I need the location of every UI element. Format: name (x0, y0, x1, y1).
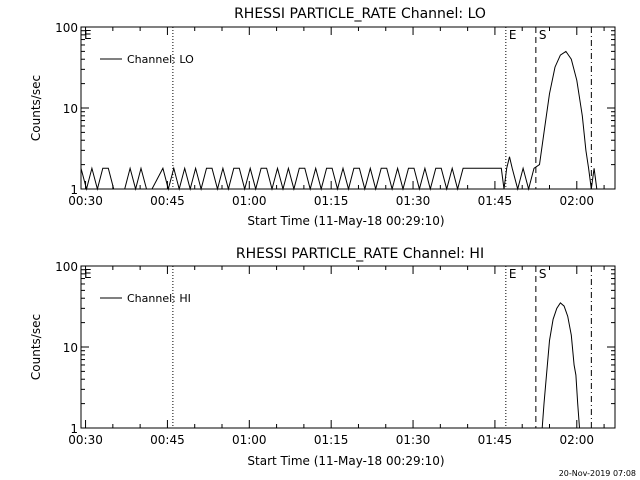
axis-ticks: 00:30 00:45 01:00 01:15 01:30 01:45 02:00 1 10 10… (55, 260, 615, 447)
marker-label: E (509, 28, 517, 42)
axis-ticks: 00:30 00:45 01:00 01:15 01:30 01:45 02:00 1 10 10… (55, 21, 615, 208)
legend-label: Channel: LO (127, 53, 194, 66)
x-tick-label: 01:15 (314, 194, 349, 208)
y-tick-label: 100 (55, 21, 78, 35)
legend: Channel: HI (100, 292, 191, 305)
x-tick-label: 01:00 (232, 194, 267, 208)
marker-label: S (539, 28, 547, 42)
x-tick-label: 01:15 (314, 433, 349, 447)
x-tick-label: 00:45 (150, 433, 185, 447)
x-axis-label: Start Time (11-May-18 00:29:10) (247, 214, 444, 228)
lo-channel-panel: RHESSI PARTICLE_RATE Channel: LO Counts/… (29, 6, 616, 228)
footer-timestamp: 20-Nov-2019 07:08 (559, 469, 636, 478)
legend: Channel: LO (100, 53, 194, 66)
y-tick-label: 1 (70, 183, 78, 197)
legend-label: Channel: HI (127, 292, 191, 305)
series-line (541, 302, 580, 429)
x-tick-label: 01:45 (478, 194, 513, 208)
plot-frame (80, 26, 616, 190)
hi-channel-panel: RHESSI PARTICLE_RATE Channel: HI Counts/… (29, 246, 616, 468)
x-tick-label: 02:00 (559, 433, 594, 447)
chart-title: RHESSI PARTICLE_RATE Channel: HI (236, 246, 484, 262)
series-line (80, 50, 598, 191)
y-tick-label: 100 (55, 260, 78, 274)
y-axis-label: Counts/sec (29, 314, 43, 380)
x-tick-label: 01:30 (396, 194, 431, 208)
x-tick-label: 02:00 (559, 194, 594, 208)
y-tick-label: 10 (63, 102, 78, 116)
series-group (80, 50, 598, 191)
marker-label: E (84, 267, 92, 281)
marker-label: E (509, 267, 517, 281)
x-axis-label: Start Time (11-May-18 00:29:10) (247, 454, 444, 468)
x-tick-label: 01:30 (396, 433, 431, 447)
x-tick-label: 00:45 (150, 194, 185, 208)
y-tick-label: 10 (63, 341, 78, 355)
marker-label: S (539, 267, 547, 281)
y-axis-label: Counts/sec (29, 75, 43, 141)
plot-frame (80, 265, 616, 429)
chart-title: RHESSI PARTICLE_RATE Channel: LO (234, 6, 486, 22)
x-tick-label: 00:30 (68, 433, 103, 447)
x-tick-label: 00:30 (68, 194, 103, 208)
x-tick-label: 01:00 (232, 433, 267, 447)
marker-label: E (84, 28, 92, 42)
series-group (541, 302, 580, 429)
x-tick-label: 01:45 (478, 433, 513, 447)
y-tick-label: 1 (70, 422, 78, 436)
